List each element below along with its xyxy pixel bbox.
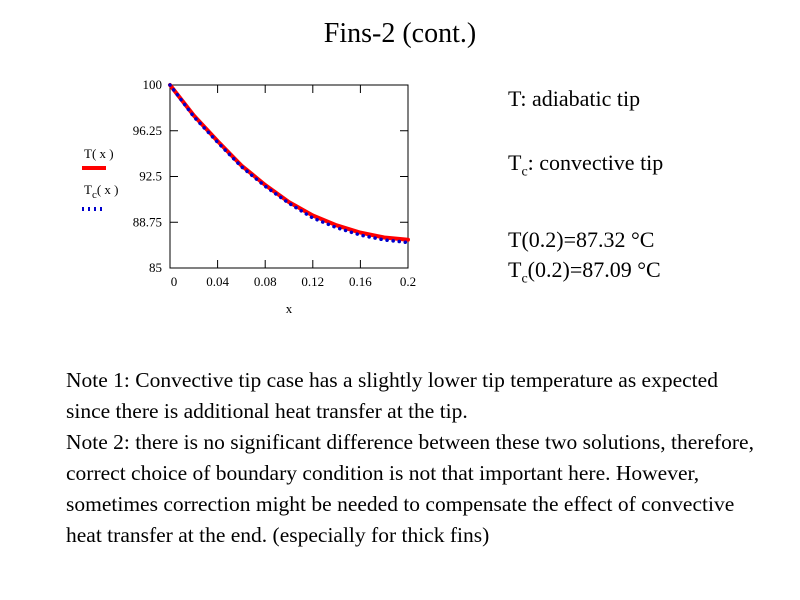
x-tick-label-5: 0.2 (400, 274, 416, 289)
x-axis-label: x (286, 301, 293, 316)
annotation-tc-tip-value: Tc(0.2)=87.09 °C (508, 257, 661, 287)
series-group (168, 83, 410, 245)
chart-legend: T( x ) Tc( x ) (82, 146, 119, 211)
x-tick-label-0: 0 (171, 274, 178, 289)
legend-label-t: T( x ) (84, 146, 114, 161)
y-tick-label-0: 100 (143, 77, 163, 92)
x-tick-label-1: 0.04 (206, 274, 229, 289)
x-tick-label-2: 0.08 (254, 274, 277, 289)
annotation-convective: Tc: convective tip (508, 150, 664, 180)
axis-ticks: 0 0.04 0.08 0.12 0.16 0.2 100 96.25 92.5 88.75 85 (133, 77, 416, 289)
series-line-tc (168, 83, 410, 245)
x-tick-label-4: 0.16 (349, 274, 372, 289)
slide-title: Fins-2 (cont.) (323, 18, 477, 49)
note-1: Note 1: Convective tip case has a slight… (66, 368, 718, 423)
series-line-t (168, 83, 410, 242)
y-tick-label-3: 88.75 (133, 214, 162, 229)
temperature-chart: T( x ) Tc( x ) 0 0.04 0.08 0.12 0.16 0.2 100 96… (82, 77, 416, 316)
y-tick-label-1: 96.25 (133, 123, 162, 138)
note-2: Note 2: there is no significant differen… (66, 430, 754, 547)
y-tick-label-4: 85 (149, 260, 162, 275)
notes-block: Note 1: Convective tip case has a slight… (66, 365, 766, 551)
plot-frame (169, 84, 409, 269)
x-tick-label-3: 0.12 (301, 274, 324, 289)
legend-label-tc: Tc( x ) (84, 182, 119, 201)
annotation-adiabatic: T: adiabatic tip (508, 86, 641, 111)
annotation-t-tip-value: T(0.2)=87.32 °C (508, 227, 655, 252)
y-tick-label-2: 92.5 (139, 169, 162, 184)
